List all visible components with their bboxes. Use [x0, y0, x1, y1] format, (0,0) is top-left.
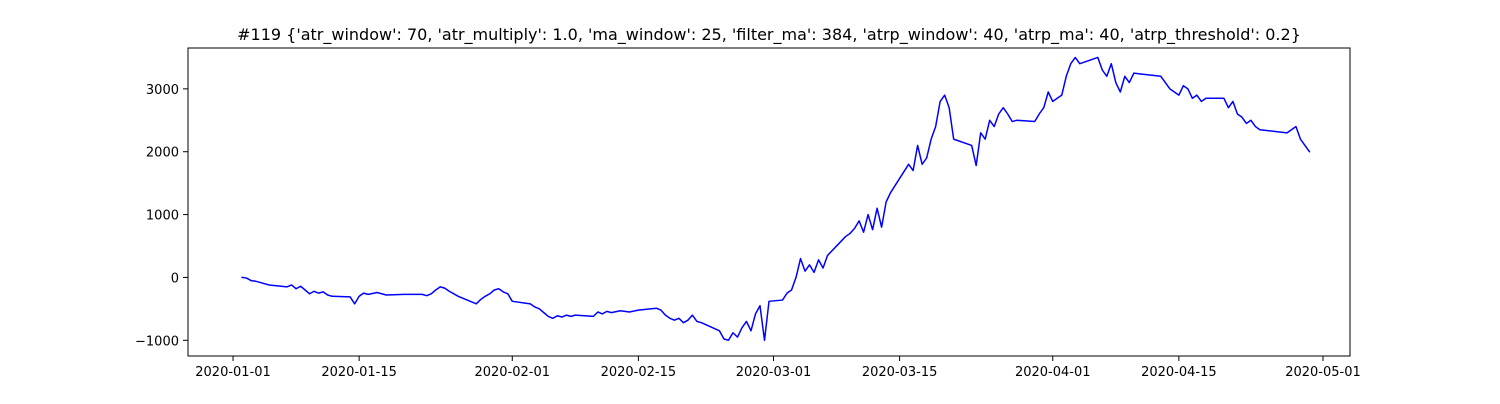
y-tick-label: 1000 — [146, 209, 179, 224]
y-axis: −1000 0 1000 2000 3000 — [135, 83, 188, 349]
y-tick-label: 0 — [171, 271, 179, 286]
x-tick-label: 2020-01-01 — [195, 365, 271, 380]
y-tick-label: 3000 — [146, 83, 179, 98]
x-tick-label: 2020-02-01 — [474, 365, 550, 380]
chart-title: #119 {'atr_window': 70, 'atr_multiply': … — [237, 25, 1301, 45]
plot-frame — [187, 47, 1351, 357]
y-tick-label: −1000 — [135, 334, 179, 349]
x-tick-label: 2020-05-01 — [1285, 365, 1361, 380]
x-tick-label: 2020-03-15 — [862, 365, 938, 380]
series-line-0 — [241, 56, 1311, 342]
x-tick-label: 2020-02-15 — [601, 365, 677, 380]
x-tick-label: 2020-04-01 — [1015, 365, 1091, 380]
x-tick-label: 2020-01-15 — [321, 365, 397, 380]
series-layer — [241, 56, 1311, 342]
x-tick-label: 2020-03-01 — [736, 365, 812, 380]
x-axis: 2020-01-01 2020-01-15 2020-02-01 2020-02-15… — [195, 356, 1361, 380]
x-tick-label: 2020-04-15 — [1141, 365, 1217, 380]
y-tick-label: 2000 — [146, 146, 179, 161]
